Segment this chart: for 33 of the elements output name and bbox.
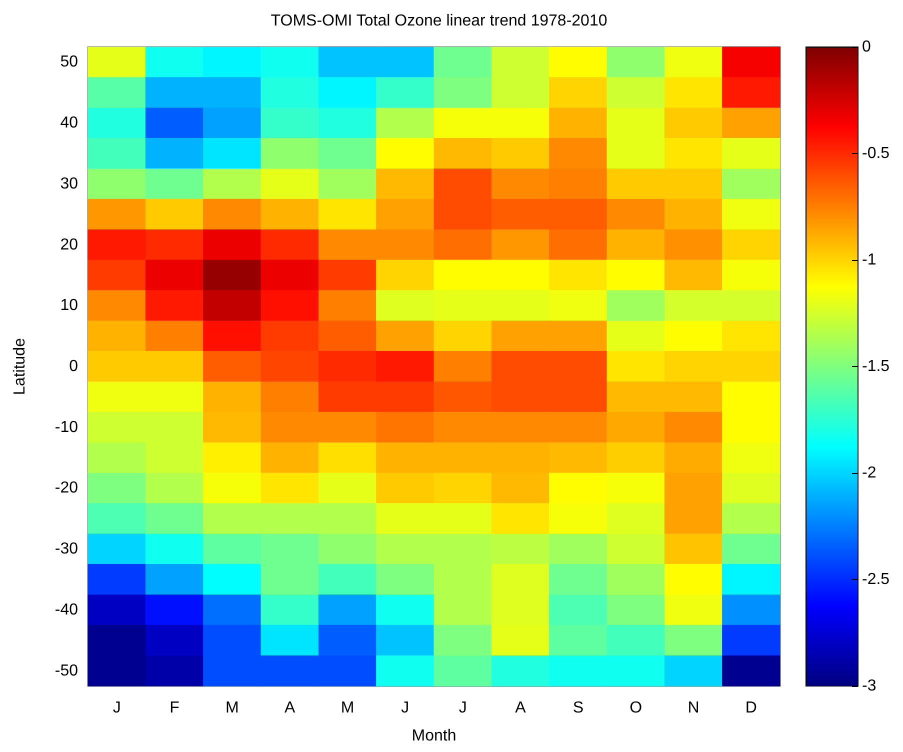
color-bar-label: -2 <box>862 464 876 482</box>
x-tick-label: O <box>630 700 642 716</box>
y-tick-label: -30 <box>54 540 78 558</box>
x-tick-label: S <box>572 700 584 716</box>
x-tick-label: A <box>515 700 526 716</box>
y-tick-label: -20 <box>54 480 78 497</box>
y-tick-label: -40 <box>54 601 78 618</box>
x-tick-label: M <box>340 700 354 716</box>
color-bar-label: -1 <box>862 252 876 268</box>
x-tick-label: M <box>226 700 239 716</box>
y-tick-label: 10 <box>60 297 78 314</box>
color-bar-label: 0 <box>862 38 871 56</box>
x-tick-label: N <box>688 700 700 716</box>
x-tick-label: J <box>458 700 467 716</box>
color-bar-label: -0.5 <box>862 145 890 162</box>
y-axis-title: Latitude <box>12 338 28 395</box>
x-tick-label: J <box>112 700 121 716</box>
x-tick-label: A <box>284 700 296 716</box>
y-tick-label: 40 <box>60 114 78 132</box>
x-tick-label: J <box>401 700 410 716</box>
y-tick-label: 50 <box>60 54 78 71</box>
x-tick-label: D <box>745 700 757 716</box>
y-tick-label: 20 <box>60 236 78 254</box>
x-axis-title: Month <box>412 728 456 744</box>
color-bar-label: -1.5 <box>862 358 890 375</box>
y-tick-label: 0 <box>69 358 78 375</box>
color-bar-label: -2.5 <box>862 571 890 588</box>
x-tick-label: F <box>170 700 180 716</box>
y-tick-label: -10 <box>54 418 78 436</box>
y-tick-label: -50 <box>54 662 78 680</box>
color-bar-label: -3 <box>862 678 876 694</box>
chart-title: TOMS-OMI Total Ozone linear trend 1978-2010 <box>270 12 608 30</box>
y-tick-label: 30 <box>60 175 78 192</box>
